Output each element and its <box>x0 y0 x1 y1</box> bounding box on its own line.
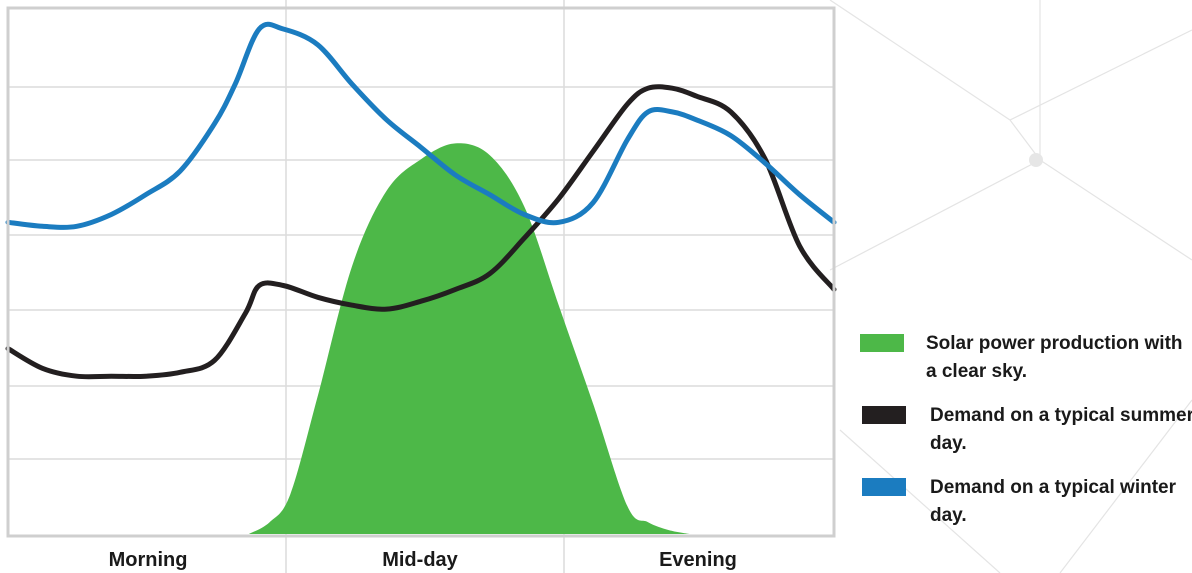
legend-label-solar: Solar power production with a clear sky. <box>926 333 1183 382</box>
legend-item-solar: Solar power production with a clear sky. <box>860 330 1192 402</box>
legend-swatch-winter <box>862 478 906 496</box>
x-axis-labels: Morning Mid-day Evening <box>109 549 737 571</box>
solar-area-layer <box>248 143 690 535</box>
legend-swatch-solar <box>860 334 904 352</box>
demand-lines-layer <box>5 21 837 380</box>
x-label-morning: Morning <box>109 549 188 571</box>
legend-item-summer: Demand on a typical summer day. <box>860 402 1192 474</box>
legend-swatch-summer <box>862 406 906 424</box>
plot-frame <box>6 6 836 538</box>
x-label-mid-day: Mid-day <box>382 549 458 571</box>
series-winter-line <box>5 21 837 230</box>
series-summer-line <box>5 84 837 380</box>
legend-item-winter: Demand on a typical winter day. <box>860 474 1192 546</box>
series-solar-area <box>248 143 690 535</box>
legend-label-winter: Demand on a typical winter day. <box>930 477 1176 526</box>
x-label-evening: Evening <box>659 549 737 571</box>
legend-label-summer: Demand on a typical summer day. <box>930 405 1192 454</box>
chart-legend: Solar power production with a clear sky.… <box>860 330 1192 546</box>
